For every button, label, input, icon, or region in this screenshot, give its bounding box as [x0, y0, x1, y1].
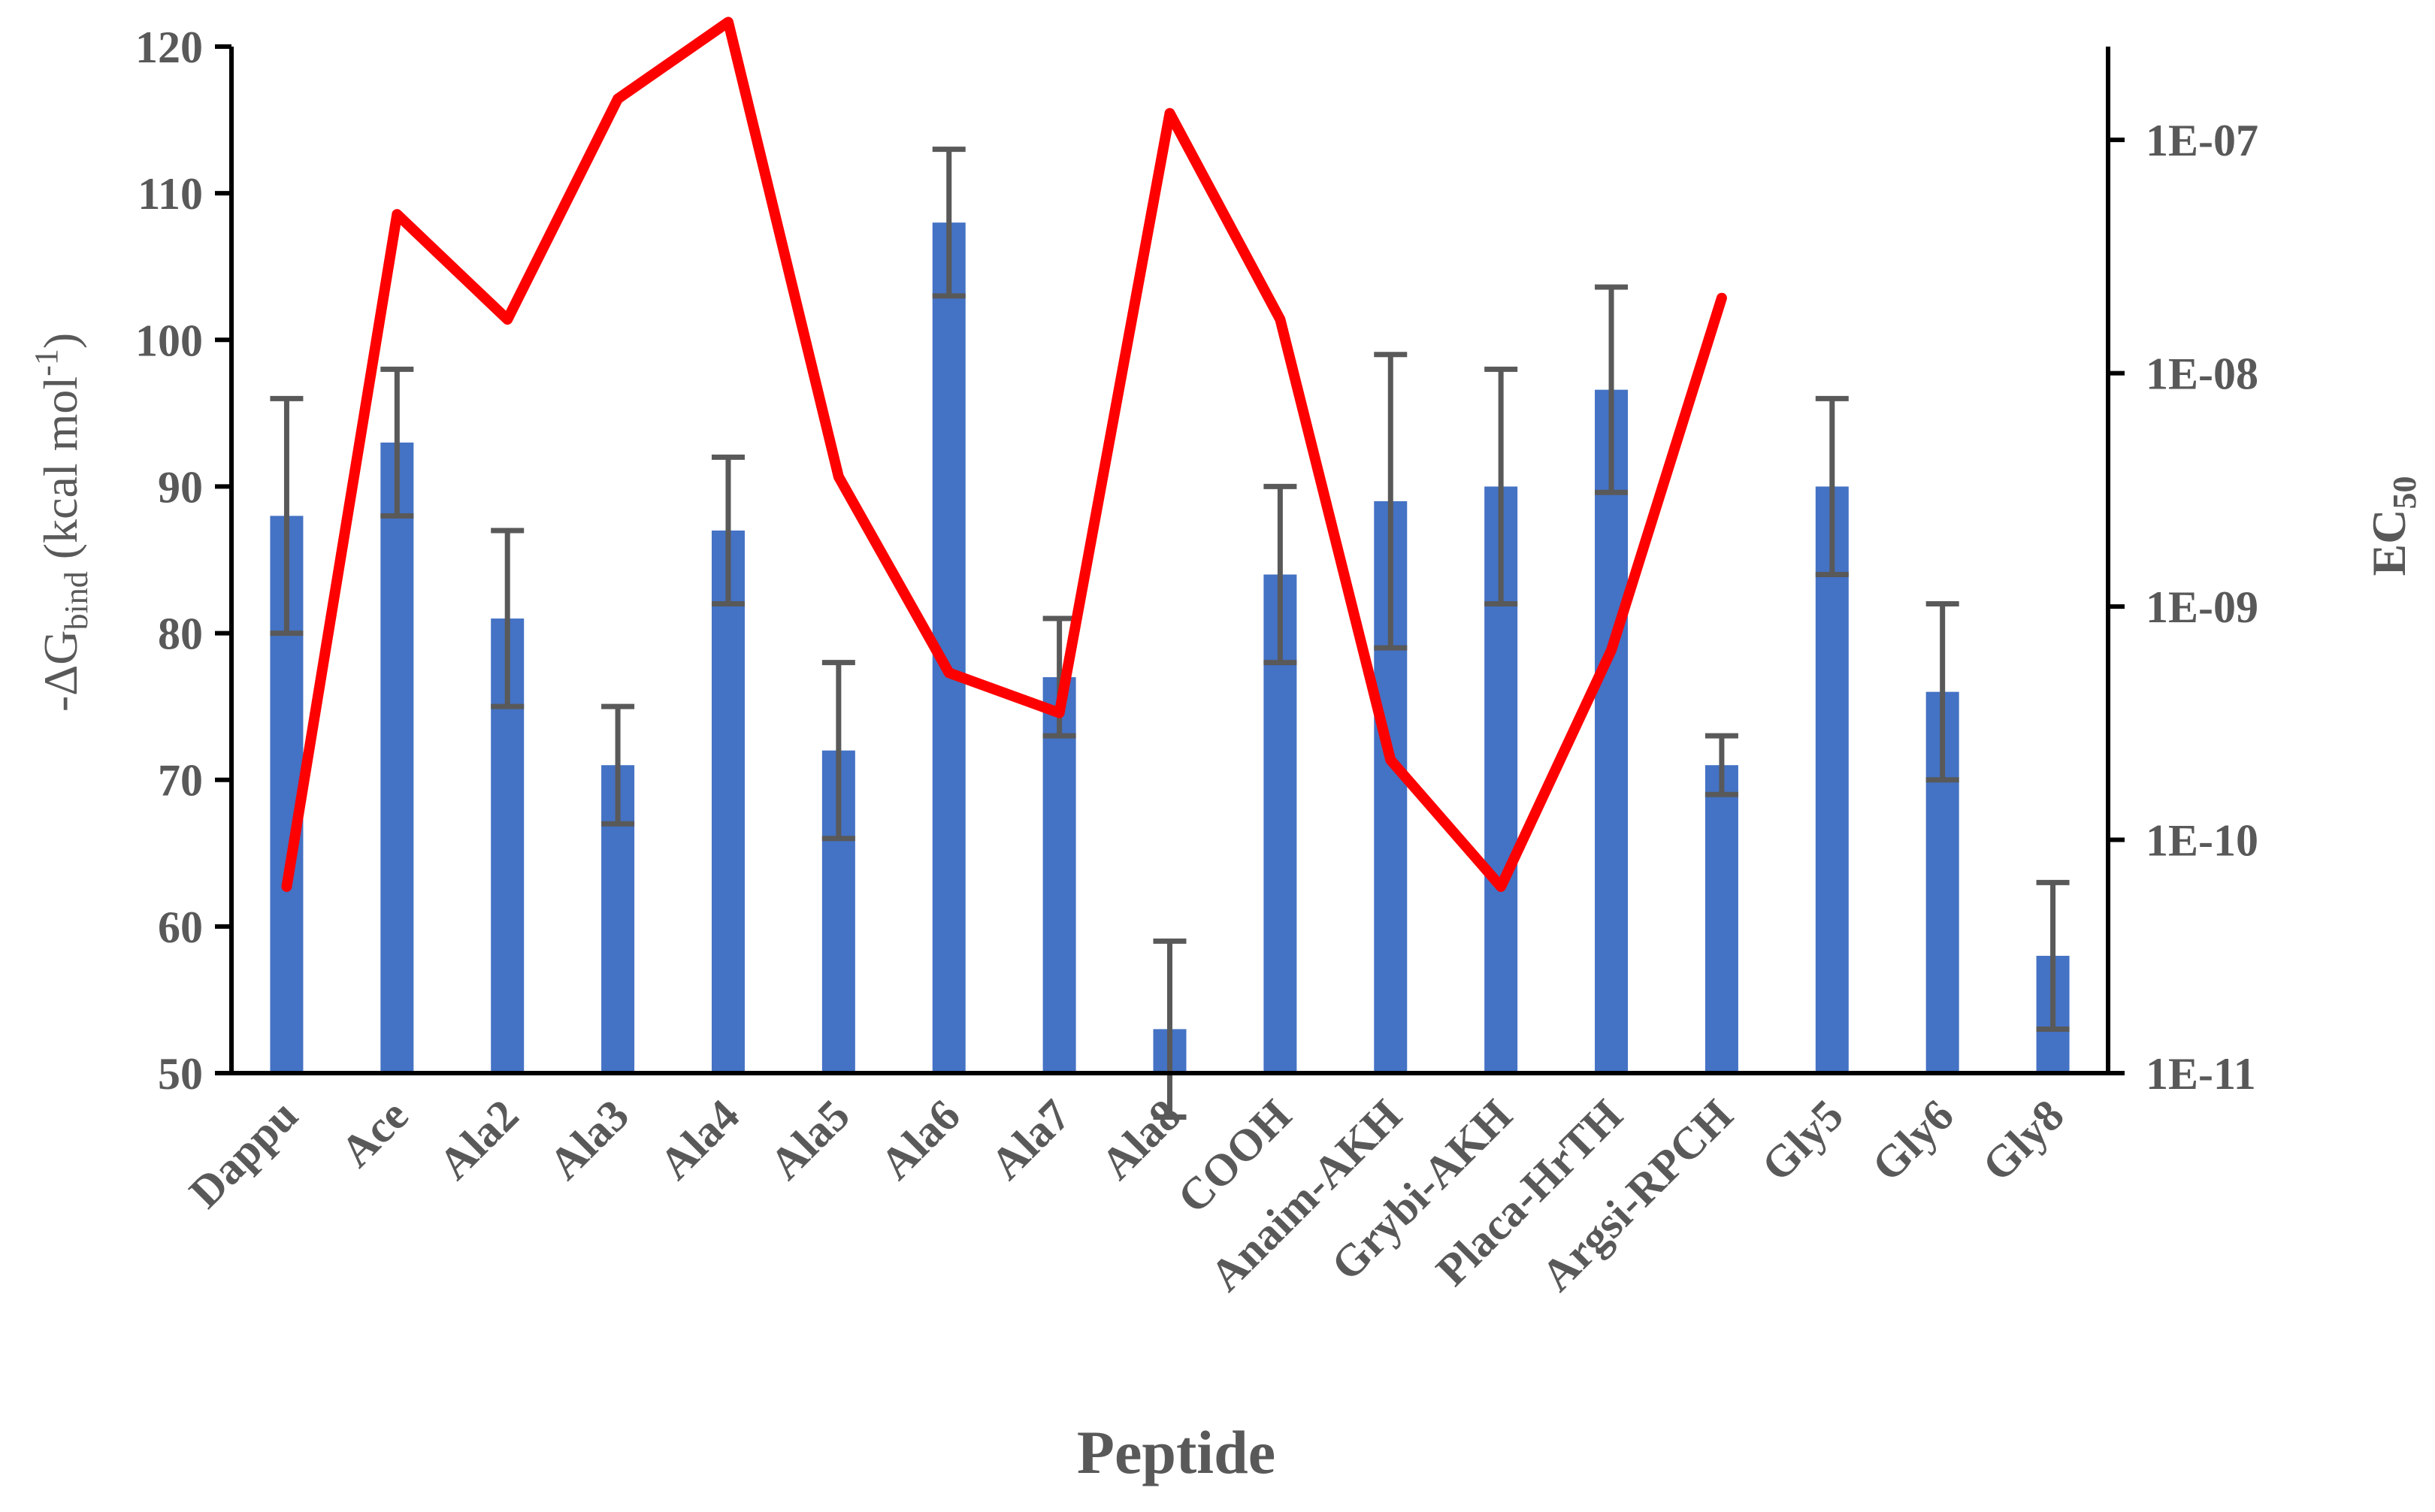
bar-argsi-rpch [1704, 765, 1738, 1073]
error-bar-anaim-akh [1374, 352, 1408, 651]
ec50-point-placa-hrth [1611, 649, 1613, 652]
y-axis-title: -ΔGbind (kcal mol-1) [28, 333, 95, 712]
ec50-point-argsi-rpch [1720, 297, 1723, 299]
bar-gly5 [1815, 486, 1849, 1073]
error-bar-ace [380, 366, 414, 519]
left-axis-ticks: 50 60 70 80 90 100 110 120 [135, 23, 231, 1099]
ec50-point-dappu [286, 885, 288, 888]
ec50-point-ala8 [1169, 112, 1171, 114]
bar-ace [380, 442, 414, 1073]
ec50-point-ala3 [617, 98, 619, 100]
error-bar-ala2 [491, 528, 525, 709]
x-tick-label: Ala8 [1091, 1090, 1190, 1190]
right-tick-label: 1E-08 [2146, 349, 2258, 399]
error-bar-gly6 [1925, 601, 1959, 783]
error-bar-placa-hrth [1595, 284, 1629, 495]
ec50-point-ace [396, 213, 398, 216]
left-tick-label: 80 [158, 609, 203, 659]
bar-ala7 [1042, 677, 1076, 1073]
x-axis-ticks: Dappu Ace Ala2 Ala3 Ala4 Ala5 Ala6 Ala7 Ala8COOH… [180, 1090, 2073, 1301]
x-tick-label: Ala3 [540, 1090, 639, 1190]
error-bar-gly8 [2036, 879, 2070, 1032]
x-tick-label: Ala7 [981, 1090, 1080, 1190]
ec50-point-ala5 [837, 476, 839, 478]
left-tick-label: 100 [135, 316, 203, 365]
left-tick-label: 60 [158, 903, 203, 952]
right-tick-label: 1E-11 [2146, 1049, 2256, 1099]
right-tick-label: 1E-07 [2146, 116, 2258, 165]
axes [229, 47, 2110, 1075]
x-tick-label: Ace [331, 1090, 418, 1177]
bar-ala4 [711, 530, 745, 1073]
x-tick-label: Ala6 [870, 1090, 969, 1190]
error-bar-ala8 [1153, 938, 1187, 1120]
left-tick-label: 50 [158, 1049, 203, 1099]
left-tick-label: 120 [135, 23, 203, 72]
ec50-line [281, 17, 1727, 892]
ec50-point-anaim-akh [1390, 759, 1392, 761]
error-bar-ala4 [711, 454, 745, 607]
x-tick-label: Gly6 [1862, 1090, 1963, 1191]
ec50-point-cooh [1279, 319, 1281, 321]
ec50-point-ala6 [948, 672, 950, 674]
error-bar-argsi-rpch [1704, 733, 1738, 797]
left-tick-label: 110 [138, 169, 203, 219]
error-bar-dappu [270, 395, 304, 637]
x-tick-label: Gly5 [1752, 1090, 1853, 1191]
left-tick-label: 70 [158, 756, 203, 806]
x-axis-title: Peptide [1077, 1418, 1275, 1486]
x-tick-label: Ala2 [429, 1090, 528, 1190]
error-bar-gly5 [1815, 395, 1849, 578]
error-bar-cooh [1263, 483, 1297, 666]
x-tick-label: Ala4 [650, 1090, 749, 1190]
right-axis-ticks: 1E-11 1E-10 1E-09 1E-08 1E-07 [2108, 116, 2258, 1099]
x-tick-label: Ala5 [761, 1090, 860, 1190]
error-bar-series [270, 147, 2070, 1120]
ec50-point-ala4 [727, 21, 729, 23]
right-tick-label: 1E-09 [2146, 582, 2258, 632]
x-tick-label: Dappu [180, 1090, 307, 1217]
y2-axis-title: EC50 [2362, 476, 2423, 576]
error-bar-ala6 [932, 147, 966, 299]
ec50-point-ala2 [507, 319, 509, 321]
x-tick-label: Anaim-AKH [1200, 1090, 1411, 1301]
error-bar-grybi-akh [1484, 366, 1518, 607]
error-bar-ala3 [601, 703, 635, 827]
ec50-line-series [281, 17, 1727, 892]
error-bar-ala5 [821, 660, 855, 842]
left-tick-label: 90 [158, 462, 203, 512]
x-tick-label: Gly8 [1973, 1090, 2074, 1191]
right-tick-label: 1E-10 [2146, 816, 2258, 866]
bar-placa-hrth [1595, 389, 1629, 1073]
x-tick-label: Argsi-RPCH [1532, 1090, 1742, 1301]
ec50-point-ala7 [1058, 712, 1060, 714]
bar-series [270, 222, 2070, 1074]
ec50-point-grybi-akh [1500, 885, 1502, 888]
